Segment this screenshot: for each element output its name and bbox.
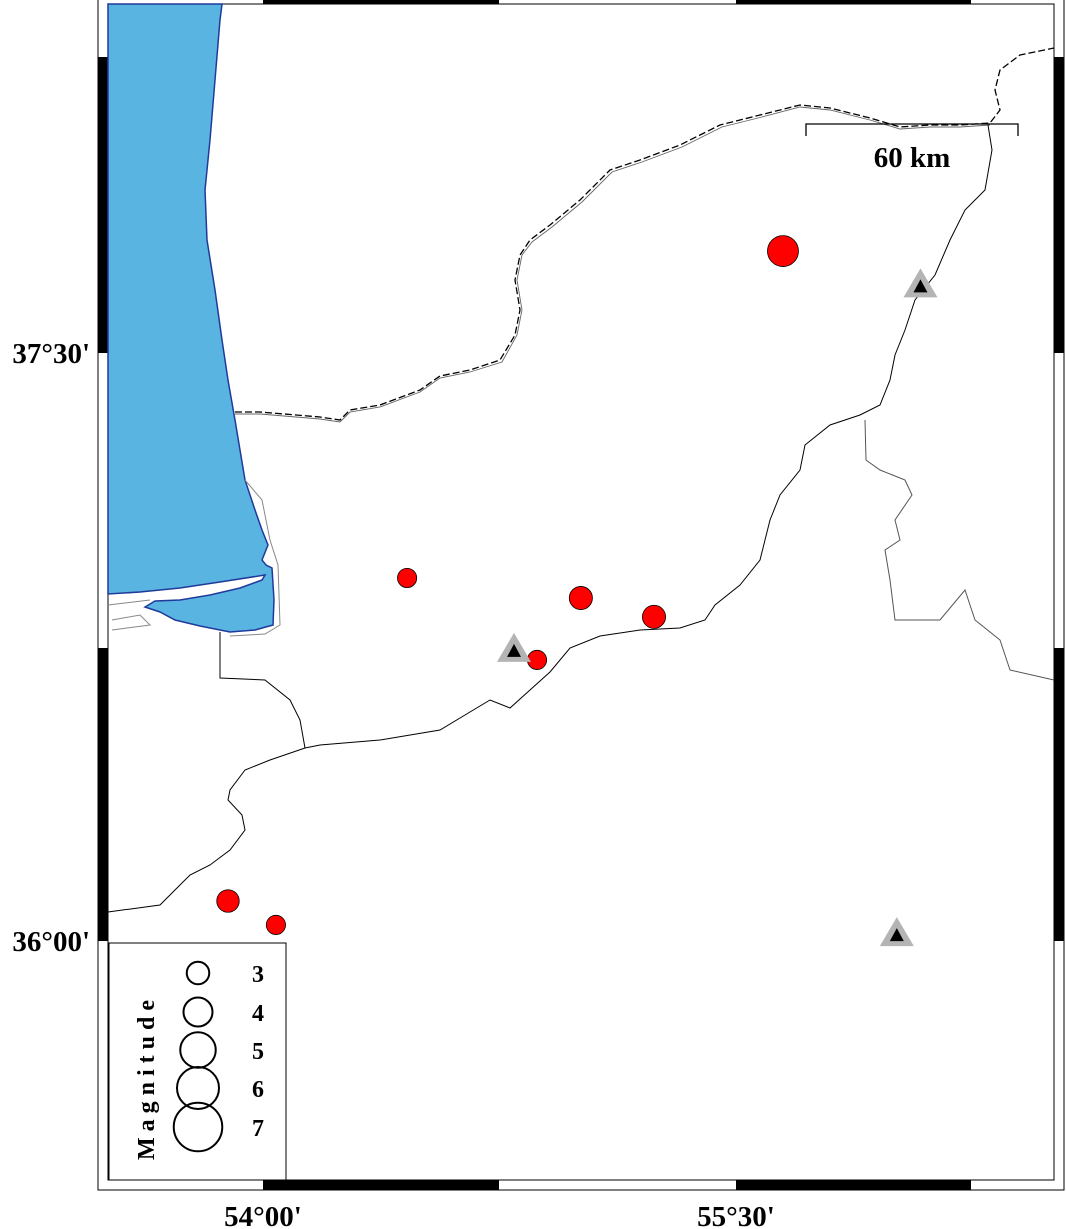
legend-title: Magnitude <box>134 994 160 1160</box>
station-triangle-inner <box>913 279 928 293</box>
frame-band-right <box>1054 57 1064 353</box>
legend-box <box>108 942 287 1181</box>
station-triangle-inner <box>507 643 522 657</box>
scale-bar-line <box>805 123 1019 136</box>
earthquake-marker <box>642 604 666 629</box>
legend-label: 4 <box>252 1001 264 1027</box>
frame-band-left <box>98 57 108 353</box>
station-marker <box>879 917 914 947</box>
earthquake-marker <box>397 567 418 589</box>
legend-label: 3 <box>252 962 264 988</box>
lagoon-shore <box>107 479 281 637</box>
stations-layer <box>497 268 938 947</box>
caspian-sea <box>107 3 275 633</box>
frame-band-top <box>263 0 499 4</box>
earthquake-marker <box>216 889 240 913</box>
legend-label: 5 <box>252 1039 264 1065</box>
frame-band-right <box>1054 648 1064 941</box>
scale-bar-label: 60 km <box>874 142 951 174</box>
station-marker <box>903 268 938 298</box>
scale-bar: 60 km <box>805 123 1019 174</box>
legend: Magnitude 3 4 5 6 7 <box>108 942 287 1181</box>
frame-outer <box>97 0 1065 1191</box>
province-border-west <box>219 632 306 749</box>
lat-tick-label: 36°00' <box>12 926 90 958</box>
station-triangle-inner <box>889 928 904 942</box>
legend-circle <box>176 1066 220 1110</box>
lon-tick-label: 55°30' <box>697 1201 775 1229</box>
frame-band-top <box>736 0 971 4</box>
province-border-north <box>235 47 1055 421</box>
frame-band-left <box>98 648 108 941</box>
country-border-east <box>864 419 1055 681</box>
legend-label: 7 <box>252 1116 264 1142</box>
country-border-north <box>235 106 991 423</box>
lat-tick-label: 37°30' <box>12 338 90 370</box>
events-layer <box>216 235 799 935</box>
frame-band-bottom <box>263 1180 499 1190</box>
legend-label: 6 <box>252 1077 264 1103</box>
earthquake-marker <box>526 649 548 670</box>
lon-tick-label: 54°00' <box>224 1201 302 1229</box>
province-border-east <box>107 124 993 913</box>
earthquake-marker <box>767 235 799 267</box>
legend-circle <box>182 996 214 1028</box>
legend-circle <box>185 960 211 986</box>
legend-circle <box>172 1101 224 1153</box>
station-marker <box>497 632 532 662</box>
earthquake-marker <box>265 914 286 935</box>
earthquake-marker <box>568 586 593 610</box>
frame-band-bottom <box>736 1180 971 1190</box>
